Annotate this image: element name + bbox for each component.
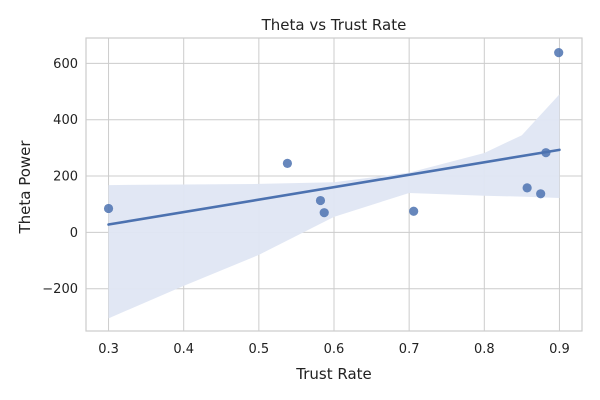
regression-line (107, 148, 561, 226)
data-point (522, 183, 532, 193)
scatter-points (103, 48, 564, 218)
data-point (554, 48, 564, 58)
confidence-band-layer (108, 94, 560, 319)
chart-title: Theta vs Trust Rate (261, 16, 407, 34)
data-point (315, 195, 326, 206)
x-tick-label: 0.8 (474, 342, 495, 357)
data-point (536, 189, 546, 199)
y-tick-label: −200 (42, 282, 78, 297)
y-axis-title: Theta Power (16, 140, 34, 235)
regression-line-layer (107, 148, 561, 226)
confidence-band (108, 94, 560, 319)
y-tick-label: 600 (53, 57, 78, 72)
x-tick-labels: 0.3 0.4 0.5 0.6 0.7 0.8 0.9 (98, 342, 570, 357)
data-point (319, 208, 329, 218)
data-point (409, 206, 419, 216)
y-tick-labels: −200 0 200 400 600 (42, 57, 78, 297)
y-tick-label: 200 (53, 170, 78, 185)
x-tick-label: 0.3 (98, 342, 119, 357)
data-point (103, 203, 114, 214)
data-point (282, 158, 293, 168)
x-tick-label: 0.9 (549, 342, 570, 357)
y-tick-label: 400 (53, 113, 78, 128)
x-axis-title: Trust Rate (295, 365, 372, 383)
x-tick-label: 0.4 (173, 342, 194, 357)
x-tick-label: 0.7 (399, 342, 420, 357)
x-tick-label: 0.5 (249, 342, 270, 357)
plot-border (85, 37, 583, 332)
y-tick-label: 0 (70, 226, 78, 241)
data-point (541, 148, 551, 158)
x-tick-label: 0.6 (324, 342, 345, 357)
plot-frame (85, 37, 583, 332)
